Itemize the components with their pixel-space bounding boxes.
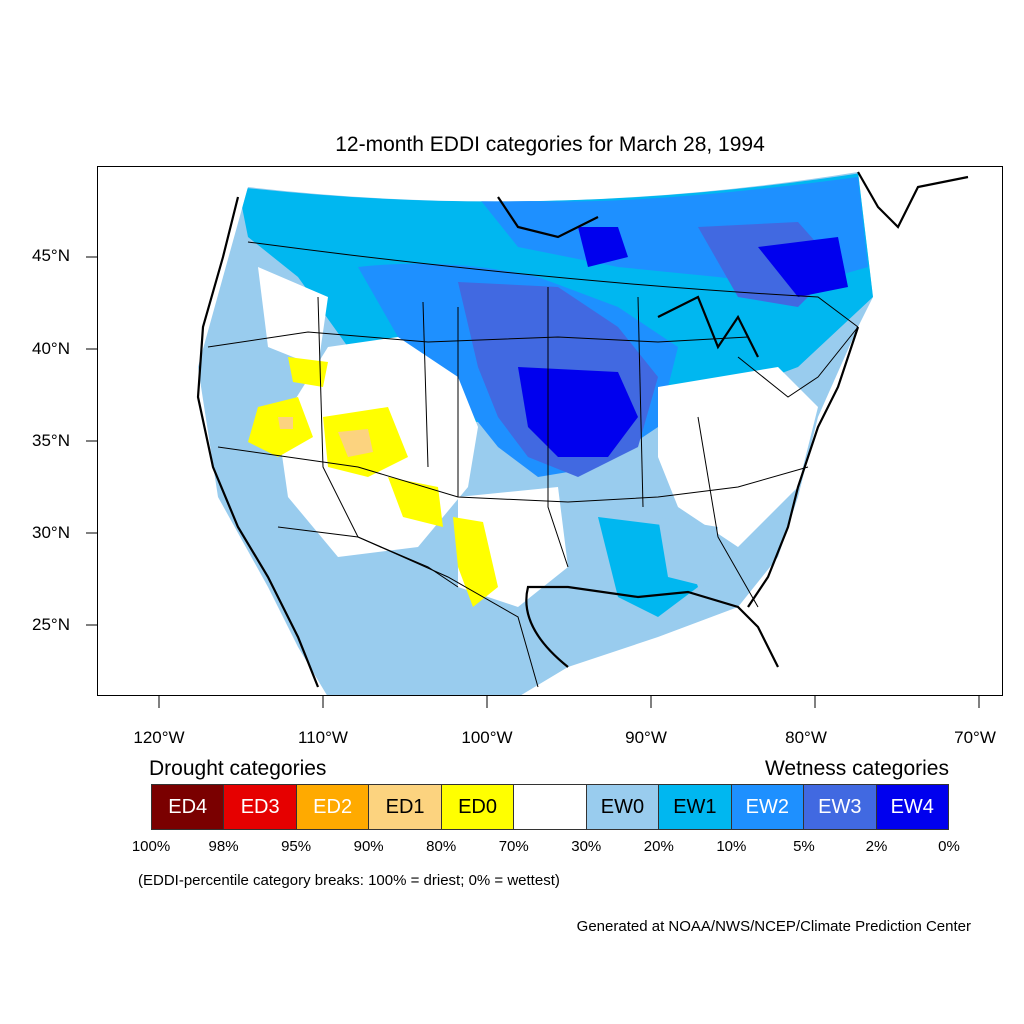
map-title: 12-month EDDI categories for March 28, 1…: [335, 133, 765, 156]
lat-label-25: 25°N: [32, 615, 70, 634]
drought-heading: Drought categories: [149, 757, 327, 780]
lat-label-30: 30°N: [32, 523, 70, 542]
lon-label-90: 90°W: [625, 728, 667, 747]
lat-label-40: 40°N: [32, 339, 70, 358]
boundaries: [207, 241, 859, 688]
lon-label-100: 100°W: [461, 728, 513, 747]
lat-ticks: [86, 256, 97, 626]
lon-label-110: 110°W: [298, 728, 348, 747]
percentile-label: 5%: [793, 838, 815, 855]
legend-cell-ew4: EW4: [876, 785, 948, 829]
legend-cell-ed0: ED0: [441, 785, 515, 829]
lon-label-70: 70°W: [954, 728, 996, 747]
wetness-heading: Wetness categories: [764, 757, 949, 780]
percentile-label: 10%: [716, 838, 747, 855]
eddi-field: [198, 172, 873, 695]
percentile-label: 30%: [571, 838, 602, 855]
legend-cell-ew3: EW3: [804, 785, 877, 829]
percentile-label: 95%: [281, 838, 312, 855]
legend-cell-ed3: ED3: [224, 785, 297, 829]
percentile-label: 70%: [498, 838, 529, 855]
map-canvas: [196, 171, 969, 695]
percentile-label: 98%: [208, 838, 239, 855]
lat-label-35: 35°N: [32, 431, 70, 450]
legend-cell-ew2: EW2: [731, 785, 805, 829]
category-legend: ED4 ED3 ED2 ED1 ED0 EW0 EW1 EW2 EW3 EW4: [151, 784, 949, 830]
lat-label-45: 45°N: [32, 246, 70, 265]
credit-text: Generated at NOAA/NWS/NCEP/Climate Predi…: [576, 918, 971, 935]
lon-ticks: [158, 696, 980, 708]
percentile-label: 80%: [426, 838, 457, 855]
percentile-label: 20%: [643, 838, 674, 855]
legend-cell-normal: [514, 785, 587, 829]
percentile-label: 2%: [865, 838, 888, 855]
eddi-map: [97, 166, 1003, 696]
legend-cell-ew1: EW1: [659, 785, 732, 829]
legend-cell-ew0: EW0: [586, 785, 660, 829]
legend-cell-ed4: ED4: [152, 785, 225, 829]
percentile-label: 100%: [131, 838, 171, 855]
lon-label-120: 120°W: [133, 728, 185, 747]
percentile-label: 0%: [938, 838, 960, 855]
legend-cell-ed2: ED2: [296, 785, 370, 829]
lon-label-80: 80°W: [785, 728, 827, 747]
percentile-label: 90%: [353, 838, 384, 855]
legend-cell-ed1: ED1: [369, 785, 442, 829]
coastlines: [196, 171, 969, 688]
category-note: (EDDI-percentile category breaks: 100% =…: [138, 872, 560, 889]
